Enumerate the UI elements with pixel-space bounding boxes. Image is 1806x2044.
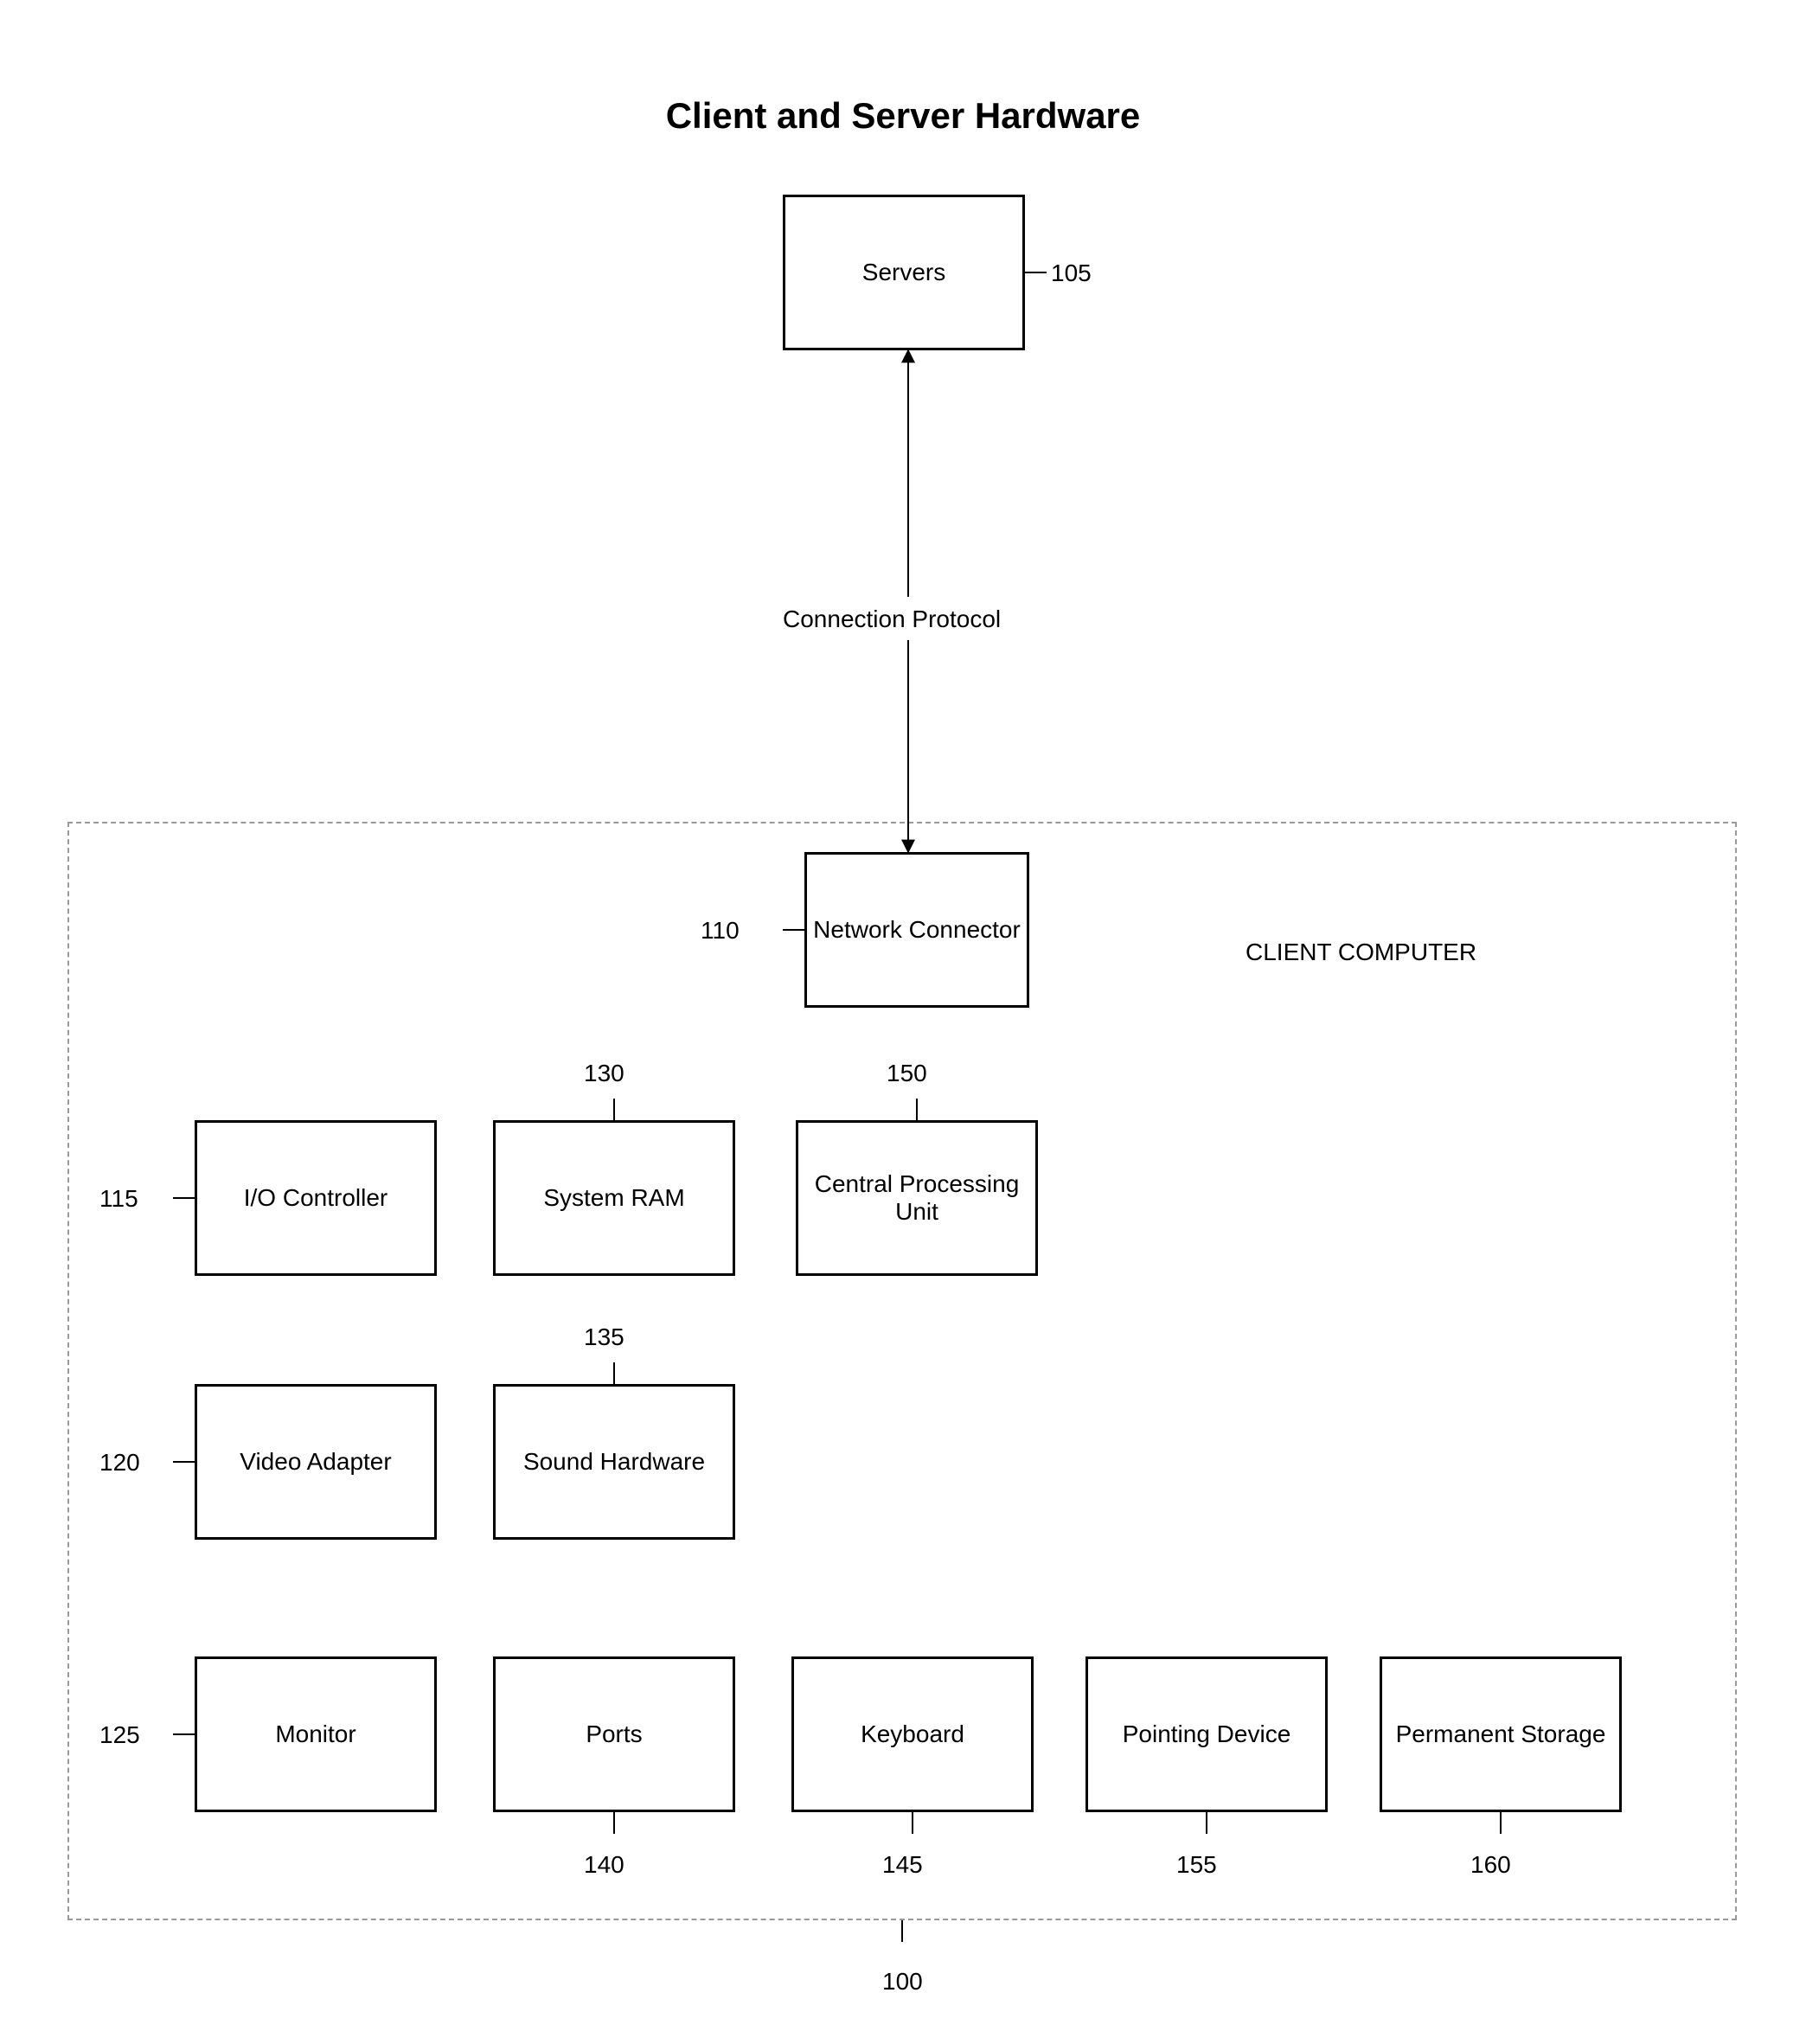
sound-hardware-box: Sound Hardware — [493, 1384, 735, 1540]
sound-hardware-label: Sound Hardware — [523, 1448, 705, 1476]
keyboard-label: Keyboard — [861, 1720, 964, 1748]
sound-hardware-ref: 135 — [584, 1323, 624, 1351]
servers-ref: 105 — [1051, 260, 1092, 287]
cpu-box: Central Processing Unit — [796, 1120, 1038, 1276]
video-adapter-ref: 120 — [99, 1449, 140, 1477]
network-connector-box: Network Connector — [804, 852, 1029, 1008]
ports-label: Ports — [586, 1720, 642, 1748]
diagram-title: Client and Server Hardware — [0, 95, 1806, 137]
pointing-device-ref: 155 — [1176, 1851, 1217, 1879]
cpu-label: Central Processing Unit — [804, 1170, 1030, 1226]
system-ram-label: System RAM — [543, 1184, 684, 1212]
video-adapter-box: Video Adapter — [195, 1384, 437, 1540]
servers-label: Servers — [862, 259, 945, 286]
ports-ref: 140 — [584, 1851, 624, 1879]
pointing-device-label: Pointing Device — [1123, 1720, 1291, 1748]
network-connector-label: Network Connector — [813, 916, 1021, 944]
pointing-device-box: Pointing Device — [1086, 1656, 1328, 1812]
client-computer-label: CLIENT COMPUTER — [1246, 939, 1476, 966]
permanent-storage-label: Permanent Storage — [1396, 1720, 1606, 1748]
io-controller-ref: 115 — [99, 1185, 138, 1213]
servers-box: Servers — [783, 195, 1025, 350]
monitor-label: Monitor — [275, 1720, 355, 1748]
client-computer-ref: 100 — [882, 1968, 923, 1996]
permanent-storage-ref: 160 — [1470, 1851, 1511, 1879]
io-controller-label: I/O Controller — [244, 1184, 388, 1212]
io-controller-box: I/O Controller — [195, 1120, 437, 1276]
video-adapter-label: Video Adapter — [240, 1448, 391, 1476]
monitor-ref: 125 — [99, 1721, 140, 1749]
permanent-storage-box: Permanent Storage — [1380, 1656, 1622, 1812]
monitor-box: Monitor — [195, 1656, 437, 1812]
connection-protocol-label: Connection Protocol — [783, 606, 1001, 633]
keyboard-ref: 145 — [882, 1851, 923, 1879]
system-ram-box: System RAM — [493, 1120, 735, 1276]
cpu-ref: 150 — [887, 1060, 927, 1087]
ports-box: Ports — [493, 1656, 735, 1812]
keyboard-box: Keyboard — [791, 1656, 1034, 1812]
network-connector-ref: 110 — [701, 917, 740, 945]
system-ram-ref: 130 — [584, 1060, 624, 1087]
